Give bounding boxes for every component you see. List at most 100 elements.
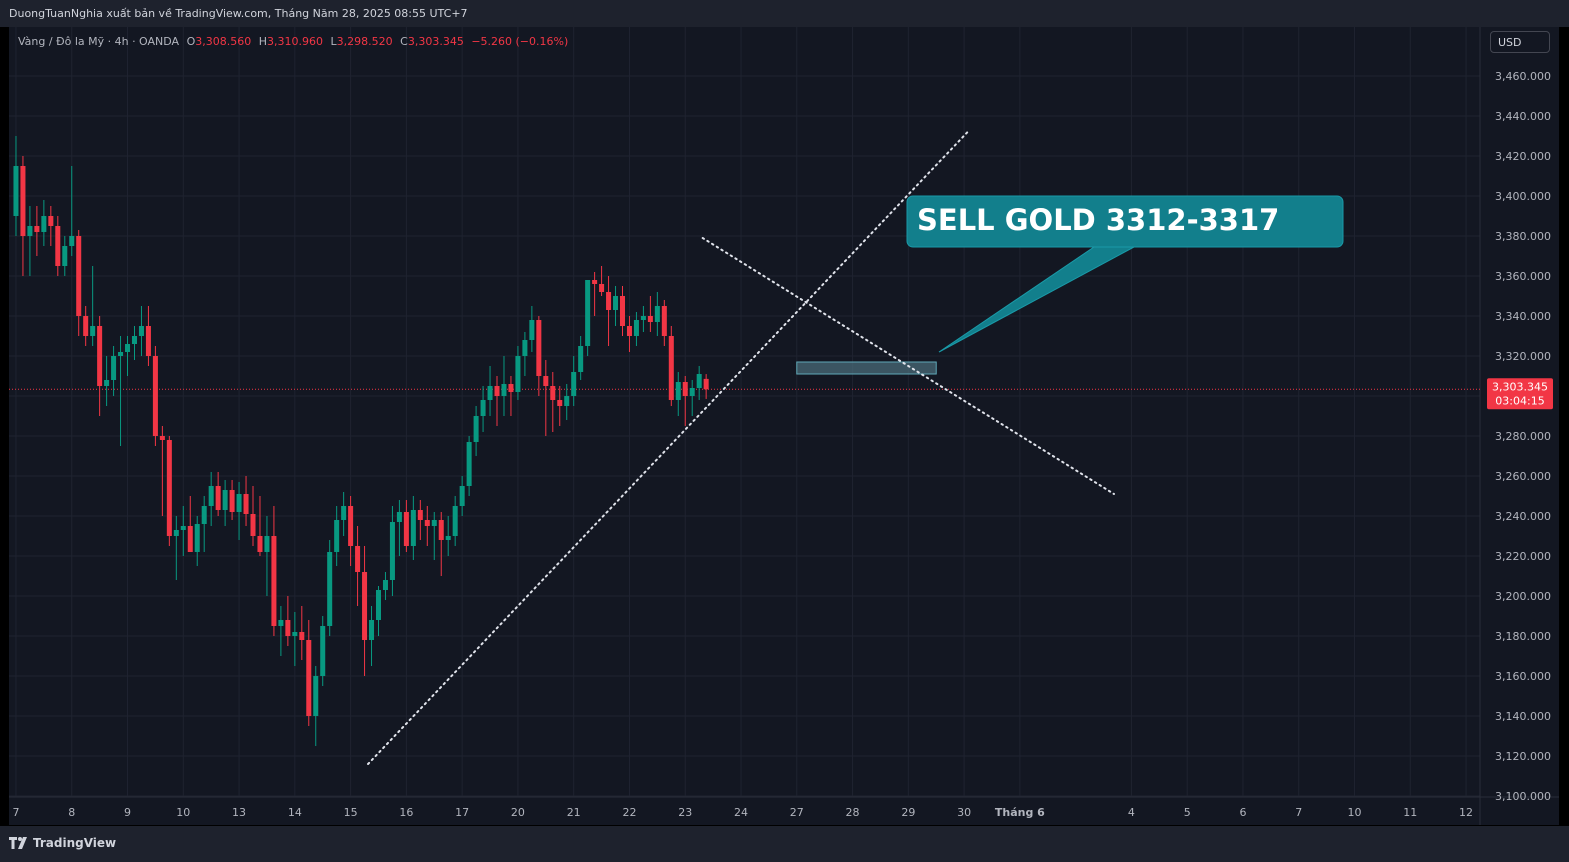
candle-bull[interactable] <box>222 490 228 510</box>
candle-bear[interactable] <box>626 326 632 336</box>
candle-bull[interactable] <box>264 536 270 552</box>
rising-trendline[interactable] <box>367 131 969 765</box>
candle-bull[interactable] <box>396 512 402 522</box>
symbol-name[interactable]: Vàng / Đô la Mỹ · 4h · OANDA <box>18 35 180 48</box>
candle-bull[interactable] <box>111 356 117 380</box>
candle-bull[interactable] <box>375 590 382 620</box>
candle-bull[interactable] <box>445 536 451 540</box>
candle-bull[interactable] <box>341 506 347 520</box>
candle-bear[interactable] <box>682 382 688 396</box>
sell-zone-rectangle[interactable] <box>796 361 937 375</box>
candle-bear[interactable] <box>285 620 291 636</box>
candle-bear[interactable] <box>619 296 626 326</box>
candle-bear[interactable] <box>34 226 40 232</box>
candle-bear[interactable] <box>592 280 598 284</box>
candle-bull[interactable] <box>292 632 298 636</box>
candle-bull[interactable] <box>654 306 660 322</box>
candle-bear[interactable] <box>355 546 361 572</box>
candle-bull[interactable] <box>501 384 507 396</box>
candle-bear[interactable] <box>159 436 165 440</box>
candle-bear[interactable] <box>299 632 305 640</box>
candle-bull[interactable] <box>515 356 521 392</box>
candle-bear[interactable] <box>661 306 667 336</box>
candle-bull[interactable] <box>13 166 19 216</box>
candle-bull[interactable] <box>369 620 375 640</box>
candle-bull[interactable] <box>201 506 207 524</box>
candle-bull[interactable] <box>578 346 584 372</box>
candle-bear[interactable] <box>550 386 556 400</box>
candle-bear[interactable] <box>543 376 549 386</box>
candle-bull[interactable] <box>118 352 124 356</box>
candle-bear[interactable] <box>606 292 612 310</box>
candle-bull[interactable] <box>389 522 395 580</box>
chart-panel[interactable]: 3,100.000 3,120.000 3,140.000 3,160.000 3,18… <box>9 27 1559 825</box>
candle-bull[interactable] <box>564 396 570 406</box>
candle-bear[interactable] <box>668 336 674 400</box>
candle-bear[interactable] <box>152 356 158 436</box>
candle-bull[interactable] <box>104 380 110 386</box>
candle-bear[interactable] <box>348 506 354 546</box>
candle-bull[interactable] <box>640 316 646 320</box>
candle-bull[interactable] <box>41 216 47 232</box>
candle-bear[interactable] <box>271 536 277 626</box>
candle-bull[interactable] <box>689 388 695 396</box>
candle-bull[interactable] <box>327 552 333 626</box>
candle-bear[interactable] <box>494 386 500 396</box>
candle-bull[interactable] <box>320 626 326 676</box>
candle-bull[interactable] <box>431 520 437 526</box>
price-chart[interactable]: 3,100.000 3,120.000 3,140.000 3,160.000 3,18… <box>9 27 1559 825</box>
candle-bear[interactable] <box>76 236 82 316</box>
candle-bull[interactable] <box>452 506 458 536</box>
candle-bear[interactable] <box>243 494 249 514</box>
candle-bull[interactable] <box>194 524 200 552</box>
candle-bull[interactable] <box>459 486 465 506</box>
candle-bear[interactable] <box>187 526 193 552</box>
candle-bear[interactable] <box>229 490 235 512</box>
candle-bull[interactable] <box>585 280 591 346</box>
callout-box[interactable] <box>906 195 1344 248</box>
candle-bear[interactable] <box>508 384 514 392</box>
candle-bear[interactable] <box>438 520 444 540</box>
candle-bear[interactable] <box>403 512 409 546</box>
candle-bull[interactable] <box>313 676 319 716</box>
candle-bear[interactable] <box>647 316 653 322</box>
tradingview-logo[interactable]: TradingView <box>9 836 116 850</box>
candle-bull[interactable] <box>334 520 340 552</box>
candle-bull[interactable] <box>480 400 486 416</box>
candle-bear[interactable] <box>97 326 103 386</box>
currency-button[interactable]: USD <box>1490 31 1550 53</box>
candle-bear[interactable] <box>215 486 221 510</box>
candle-bull[interactable] <box>522 340 528 356</box>
candle-bull[interactable] <box>613 296 619 310</box>
candle-bull[interactable] <box>90 326 96 336</box>
candle-bull[interactable] <box>410 510 416 546</box>
candle-bull[interactable] <box>473 416 479 442</box>
candle-bear[interactable] <box>48 216 54 226</box>
candle-bear[interactable] <box>55 226 61 266</box>
candle-bull[interactable] <box>125 344 131 352</box>
candle-bull[interactable] <box>208 486 214 506</box>
candle-bull[interactable] <box>173 530 179 536</box>
candle-bear[interactable] <box>83 316 89 336</box>
candle-bull[interactable] <box>27 226 33 236</box>
falling-trendline[interactable] <box>701 237 1115 495</box>
candle-bear[interactable] <box>557 400 563 406</box>
candle-bear[interactable] <box>424 520 430 526</box>
candle-bull[interactable] <box>696 374 702 388</box>
candle-bear[interactable] <box>20 166 26 236</box>
candle-bull[interactable] <box>675 382 681 400</box>
candle-bear[interactable] <box>257 536 263 552</box>
candle-bear[interactable] <box>362 572 368 640</box>
candle-bull[interactable] <box>382 580 388 590</box>
candle-bull[interactable] <box>236 494 242 512</box>
candle-bull[interactable] <box>529 320 535 340</box>
candle-bull[interactable] <box>131 336 137 344</box>
candle-bull[interactable] <box>278 620 284 626</box>
candle-bear[interactable] <box>145 326 151 356</box>
candle-bull[interactable] <box>69 236 75 246</box>
candle-bull[interactable] <box>571 372 577 396</box>
candle-bear[interactable] <box>306 640 312 716</box>
candle-bull[interactable] <box>487 386 493 400</box>
candle-bull[interactable] <box>466 442 472 486</box>
candle-bull[interactable] <box>138 326 144 336</box>
